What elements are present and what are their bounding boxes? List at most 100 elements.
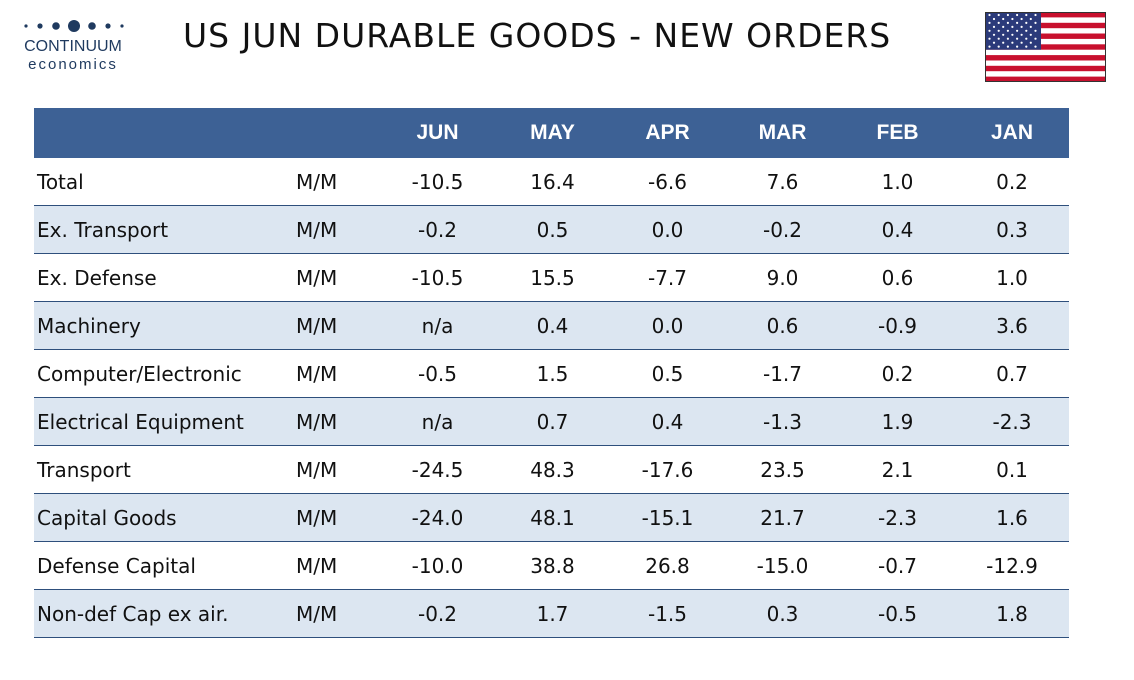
flag-star: [1025, 13, 1028, 17]
table-cell: 16.4: [495, 158, 610, 206]
flag-star: [1002, 41, 1005, 44]
row-unit: M/M: [286, 158, 380, 206]
table-cell: -0.9: [840, 301, 955, 350]
logo-dots-icon: [24, 20, 124, 32]
table-cell: 2.1: [840, 445, 955, 494]
table-cell: 0.4: [610, 397, 725, 446]
table-cell: -1.3: [725, 397, 840, 446]
table-row: Non-def Cap ex air. M/M -0.2 1.7 -1.5 0.3 -0.5…: [34, 589, 1069, 638]
row-unit: M/M: [286, 349, 380, 398]
flag-star: [1029, 33, 1032, 36]
flag-star: [1016, 21, 1019, 24]
row-label: Total: [34, 158, 286, 206]
flag-star: [1006, 13, 1009, 17]
table-cell: -1.7: [725, 349, 840, 398]
row-label: Machinery: [34, 301, 286, 350]
flag-star: [997, 21, 1000, 24]
table-cell: 1.7: [495, 589, 610, 638]
table-header-row: JUN MAY APR MAR FEB JAN: [34, 108, 1069, 158]
row-label: Defense Capital: [34, 541, 286, 590]
row-label: Ex. Transport: [34, 205, 286, 254]
flag-star: [1002, 25, 1005, 28]
table-cell: 1.8: [955, 589, 1069, 638]
row-unit: M/M: [286, 205, 380, 254]
flag-star: [1034, 37, 1037, 40]
table-cell: 0.5: [610, 349, 725, 398]
flag-star: [1016, 13, 1019, 17]
table-cell: -12.9: [955, 541, 1069, 590]
table-cell: -0.2: [380, 205, 495, 254]
flag-star: [1025, 45, 1028, 48]
flag-star: [1016, 45, 1019, 48]
table-cell: -7.7: [610, 253, 725, 302]
table-cell: 0.7: [955, 349, 1069, 398]
row-label: Computer/Electronic: [34, 349, 286, 398]
table-cell: 0.4: [495, 301, 610, 350]
table-cell: 9.0: [725, 253, 840, 302]
table-cell: -0.7: [840, 541, 955, 590]
us-flag-icon: [985, 12, 1106, 82]
flag-star: [988, 13, 991, 17]
table-row: Electrical Equipment M/M n/a 0.7 0.4 -1.3 1.9-…: [34, 397, 1069, 446]
column-header: [286, 108, 380, 158]
flag-star: [1020, 33, 1023, 36]
flag-star: [997, 29, 1000, 32]
column-header-jun: JUN: [380, 108, 495, 158]
flag-star: [992, 41, 996, 44]
table-cell: -1.5: [610, 589, 725, 638]
table-cell: -0.2: [725, 205, 840, 254]
flag-star: [1016, 29, 1019, 32]
table-cell: -0.2: [380, 589, 495, 638]
table-cell: -15.1: [610, 493, 725, 542]
table-row: Total M/M -10.5 16.4 -6.6 7.6 1.0 0.2: [34, 158, 1069, 206]
table-cell: -24.0: [380, 493, 495, 542]
column-header-may: MAY: [495, 108, 610, 158]
row-unit: M/M: [286, 493, 380, 542]
flag-star: [1002, 33, 1005, 36]
table-cell: 38.8: [495, 541, 610, 590]
table-row: Capital Goods M/M -24.0 48.1 -15.1 21.7 -2.3 1.…: [34, 493, 1069, 542]
flag-star: [1025, 29, 1028, 32]
page-title: US JUN DURABLE GOODS - NEW ORDERS: [183, 16, 892, 55]
flag-star: [988, 29, 991, 32]
table-row: Transport M/M -24.5 48.3 -17.6 23.5 2.1 0.1: [34, 445, 1069, 494]
durable-goods-table: JUN MAY APR MAR FEB JAN Total M/M -10.5 16.…: [34, 108, 1069, 638]
table-cell: 1.9: [840, 397, 955, 446]
flag-star: [992, 17, 996, 21]
table-cell: 0.0: [610, 205, 725, 254]
table-cell: 23.5: [725, 445, 840, 494]
row-unit: M/M: [286, 301, 380, 350]
flag-star: [1006, 21, 1009, 24]
table-cell: n/a: [380, 397, 495, 446]
flag-star: [1025, 37, 1028, 40]
row-label: Ex. Defense: [34, 253, 286, 302]
table-cell: 0.6: [725, 301, 840, 350]
table-row: Machinery M/M n/a 0.4 0.0 0.6 -0.9 3.6: [34, 301, 1069, 350]
row-unit: M/M: [286, 445, 380, 494]
table-cell: 7.6: [725, 158, 840, 206]
flag-star: [988, 21, 991, 24]
row-unit: M/M: [286, 589, 380, 638]
table-cell: 0.2: [955, 158, 1069, 206]
flag-star: [988, 45, 991, 48]
flag-star: [1011, 41, 1014, 44]
column-header: [34, 108, 286, 158]
flag-star: [1034, 29, 1037, 32]
flag-star: [1020, 41, 1023, 44]
row-unit: M/M: [286, 541, 380, 590]
row-unit: M/M: [286, 253, 380, 302]
logo-subtitle: economics: [28, 56, 118, 73]
flag-star: [1029, 41, 1032, 44]
table-cell: 48.1: [495, 493, 610, 542]
table-cell: 48.3: [495, 445, 610, 494]
table-cell: 26.8: [610, 541, 725, 590]
table-cell: 0.1: [955, 445, 1069, 494]
flag-star: [1020, 17, 1023, 21]
table-cell: -2.3: [840, 493, 955, 542]
table-row: Ex. Defense M/M -10.5 15.5 -7.7 9.0 0.6 1.0: [34, 253, 1069, 302]
table-cell: 1.0: [840, 158, 955, 206]
table-cell: 15.5: [495, 253, 610, 302]
table-cell: -10.5: [380, 158, 495, 206]
flag-star: [1011, 25, 1014, 28]
column-header-apr: APR: [610, 108, 725, 158]
